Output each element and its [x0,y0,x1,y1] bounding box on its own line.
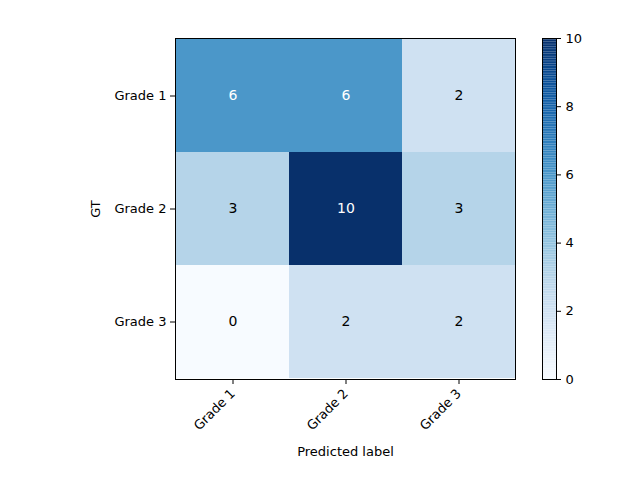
svg-text:6: 6 [566,167,574,182]
html-text:Confusion matrix: Confusion matrix [276,12,414,31]
svg-text:Grade 1: Grade 1 [114,88,166,103]
svg-text:Grade 2: Grade 2 [304,386,351,433]
svg-text:2: 2 [566,303,574,318]
svg-text:Predicted label: Predicted label [297,444,394,459]
svg-text:2: 2 [455,313,464,329]
svg-text:GT: GT [88,200,103,218]
svg-text:2: 2 [342,313,351,329]
svg-text:Grade 3: Grade 3 [114,314,166,329]
svg-text:4: 4 [566,235,574,250]
svg-text:Grade 1: Grade 1 [191,386,238,433]
svg-text:6: 6 [229,87,238,103]
svg-text:0: 0 [566,372,574,387]
svg-text:Grade 3: Grade 3 [417,386,464,433]
svg-text:10: 10 [566,31,583,46]
svg-text:3: 3 [229,200,238,216]
svg-text:2: 2 [455,87,464,103]
svg-text:Grade 2: Grade 2 [114,201,166,216]
svg-text:6: 6 [342,87,351,103]
svg-text:3: 3 [455,200,464,216]
svg-text:8: 8 [566,99,574,114]
svg-text:0: 0 [229,313,238,329]
svg-text:10: 10 [337,200,355,216]
